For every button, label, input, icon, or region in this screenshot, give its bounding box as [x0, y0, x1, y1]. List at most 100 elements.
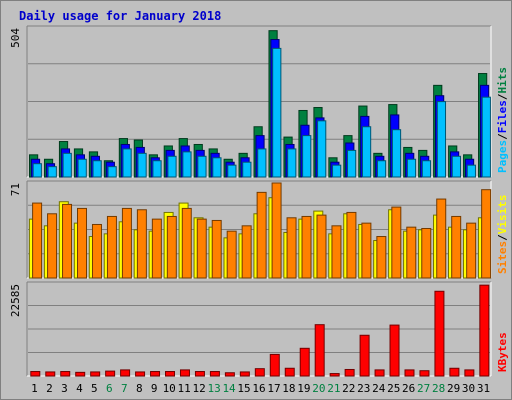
panel-middle-max-label: 71 — [9, 183, 22, 196]
bar-kbytes-day-21 — [329, 373, 340, 377]
bar-sites-day-18 — [286, 217, 297, 279]
bar-sites-day-4 — [77, 207, 88, 279]
legend-top-4: Hits — [496, 67, 509, 94]
bar-pages-day-10 — [167, 155, 177, 178]
day-label-14: 14 — [222, 382, 236, 395]
day-label-30: 30 — [462, 382, 475, 395]
bar-kbytes-day-28 — [434, 290, 445, 377]
bar-pages-day-22 — [347, 149, 357, 178]
legend-top-0: Pages — [496, 140, 509, 173]
bar-kbytes-day-1 — [30, 371, 41, 377]
bar-pages-day-2 — [47, 166, 57, 178]
bar-pages-day-9 — [152, 160, 162, 178]
day-label-27: 27 — [417, 382, 430, 395]
panel-bottom-max-label: 22585 — [9, 284, 22, 317]
day-label-15: 15 — [237, 382, 250, 395]
legend-middle-2: Visits — [496, 195, 509, 235]
bar-sites-day-22 — [346, 211, 357, 279]
panel-top-max-label: 504 — [9, 28, 22, 48]
bar-pages-day-18 — [287, 148, 297, 178]
bar-kbytes-day-4 — [75, 371, 86, 377]
bar-pages-day-20 — [317, 120, 327, 178]
legend-middle-1: / — [496, 234, 509, 241]
day-label-25: 25 — [387, 382, 400, 395]
bar-kbytes-day-17 — [269, 353, 280, 377]
bar-kbytes-day-14 — [224, 372, 235, 377]
bar-sites-day-14 — [226, 230, 237, 279]
panel-middle-legend: Sites/Visits — [496, 195, 509, 275]
bar-sites-day-27 — [421, 227, 432, 279]
bar-sites-day-15 — [241, 225, 252, 279]
bar-kbytes-day-11 — [179, 369, 190, 377]
bar-sites-day-30 — [466, 222, 477, 279]
day-label-19: 19 — [297, 382, 310, 395]
bar-sites-day-7 — [121, 207, 132, 279]
labels-layer: 504Pages/Files/Hits71Sites/Visits22585KB… — [9, 28, 509, 395]
day-label-6: 6 — [106, 382, 113, 395]
bar-kbytes-day-15 — [239, 371, 250, 377]
bar-pages-day-4 — [77, 158, 87, 178]
bar-kbytes-day-5 — [90, 371, 101, 377]
day-label-8: 8 — [136, 382, 143, 395]
bar-pages-day-15 — [242, 161, 252, 178]
bar-pages-day-31 — [481, 96, 491, 178]
bar-sites-day-12 — [196, 218, 207, 279]
bar-sites-day-11 — [181, 207, 192, 279]
bars-layer — [28, 30, 492, 377]
day-label-1: 1 — [31, 382, 38, 395]
bar-kbytes-day-13 — [209, 371, 220, 377]
legend-bottom-0: KBytes — [496, 332, 509, 372]
bar-pages-day-25 — [391, 129, 402, 178]
day-label-4: 4 — [76, 382, 83, 395]
day-label-5: 5 — [91, 382, 98, 395]
bar-pages-day-5 — [92, 160, 102, 178]
bar-sites-day-1 — [32, 202, 43, 279]
bar-kbytes-day-2 — [45, 371, 56, 377]
bar-sites-day-16 — [256, 191, 267, 279]
panel-top-legend: Pages/Files/Hits — [496, 67, 509, 173]
bar-kbytes-day-27 — [419, 370, 430, 377]
bar-kbytes-day-18 — [284, 367, 295, 377]
bar-pages-day-1 — [32, 163, 42, 178]
bar-sites-day-13 — [211, 219, 222, 279]
day-label-21: 21 — [327, 382, 340, 395]
bar-pages-day-14 — [227, 164, 237, 178]
day-label-31: 31 — [477, 382, 490, 395]
bar-kbytes-day-6 — [105, 370, 116, 377]
bar-sites-day-2 — [47, 213, 58, 279]
bar-pages-day-21 — [332, 164, 342, 178]
bar-sites-day-6 — [106, 215, 117, 279]
bar-pages-day-17 — [272, 47, 282, 178]
bar-pages-day-29 — [451, 155, 461, 178]
bar-sites-day-24 — [376, 236, 387, 279]
bar-pages-day-8 — [137, 152, 147, 178]
bar-kbytes-day-31 — [479, 284, 490, 377]
bar-pages-day-28 — [436, 101, 447, 178]
bar-pages-day-16 — [257, 148, 267, 178]
bar-pages-day-6 — [107, 166, 117, 178]
bar-pages-day-7 — [122, 148, 132, 178]
bar-kbytes-day-22 — [344, 368, 355, 377]
day-label-18: 18 — [282, 382, 295, 395]
day-label-13: 13 — [207, 382, 220, 395]
bar-kbytes-day-10 — [165, 371, 176, 377]
bar-sites-day-26 — [406, 226, 417, 279]
day-label-20: 20 — [312, 382, 325, 395]
bar-sites-day-8 — [136, 209, 147, 279]
bar-pages-day-3 — [62, 152, 72, 178]
day-label-24: 24 — [372, 382, 386, 395]
bar-sites-day-21 — [331, 225, 342, 279]
bar-kbytes-day-30 — [464, 369, 475, 377]
bar-pages-day-30 — [466, 164, 476, 178]
day-label-23: 23 — [357, 382, 370, 395]
bar-kbytes-day-24 — [374, 369, 385, 377]
bar-kbytes-day-19 — [299, 347, 310, 377]
bar-sites-day-5 — [91, 223, 102, 279]
bar-kbytes-day-7 — [120, 369, 131, 377]
bar-sites-day-31 — [481, 189, 492, 279]
day-label-11: 11 — [178, 382, 191, 395]
day-label-2: 2 — [46, 382, 53, 395]
legend-top-1: / — [496, 133, 509, 140]
